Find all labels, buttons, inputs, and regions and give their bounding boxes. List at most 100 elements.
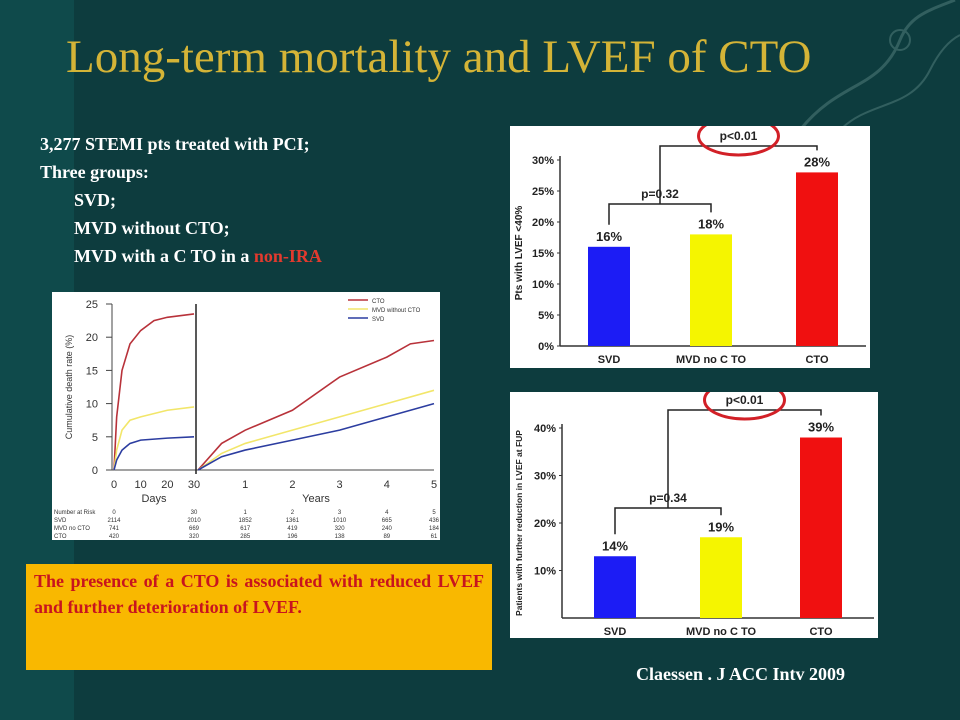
risk-table-cell: 240 (382, 526, 393, 532)
bar (588, 246, 630, 346)
mortality-x-tick-years: 4 (384, 479, 390, 491)
risk-table-cell: 1010 (333, 518, 347, 524)
risk-table-row-label: MVD no CTO (54, 526, 90, 532)
risk-table-cell: 320 (335, 526, 346, 532)
risk-table-column: 0 (112, 510, 116, 516)
mortality-series-late (197, 339, 435, 471)
mortality-x-tick-years: 5 (431, 479, 437, 491)
mortality-legend-label: SVD (372, 317, 385, 323)
lvef-reduction-chart-panel: Patients with further reduction in LVEF … (510, 379, 878, 638)
bar-y-axis-label: Pts with LVEF <40% (514, 206, 525, 301)
mortality-y-tick: 0 (92, 465, 98, 477)
bar-category-label: CTO (809, 626, 832, 638)
bar-y-tick: 0% (538, 341, 554, 353)
bar-value-label: 18% (698, 216, 724, 231)
group-mvd-with-cto: MVD with a C TO in a non-IRA (40, 242, 322, 270)
risk-table-column: 30 (191, 510, 198, 516)
risk-table-row-label: SVD (54, 518, 67, 524)
mortality-y-tick: 10 (86, 399, 98, 411)
mortality-series-early (113, 436, 195, 471)
slide-title: Long-term mortality and LVEF of CTO (66, 31, 812, 83)
bar-category-label: SVD (604, 626, 627, 638)
mortality-x-tick-days: 10 (135, 479, 147, 491)
bar-y-tick: 20% (532, 217, 554, 229)
risk-table-cell: 2114 (108, 518, 122, 524)
risk-table-cell: 617 (240, 526, 251, 532)
mortality-x-label-days: Days (141, 493, 167, 505)
bar-value-label: 14% (602, 538, 628, 553)
risk-table-column: 1 (244, 510, 248, 516)
risk-table-cell: 2010 (187, 518, 201, 524)
risk-table-column: 2 (291, 510, 295, 516)
risk-table-cell: 184 (429, 526, 440, 532)
bar (800, 437, 842, 618)
risk-table-cell: 285 (240, 534, 251, 540)
risk-table-cell: 61 (431, 534, 438, 540)
bar-category-label: MVD no C TO (676, 354, 747, 366)
risk-table-cell: 419 (287, 526, 298, 532)
risk-table-cell: 138 (335, 534, 346, 540)
bar-y-tick: 30% (534, 471, 556, 483)
bar-value-label: 39% (808, 420, 834, 435)
mortality-y-tick: 20 (86, 332, 98, 344)
mortality-x-tick-years: 1 (242, 479, 248, 491)
bar-y-tick: 10% (532, 279, 554, 291)
risk-table-cell: 89 (383, 534, 390, 540)
p-value-label: p<0.01 (726, 393, 764, 407)
bar-y-axis-label: Patients with further reduction in LVEF … (514, 430, 524, 616)
mortality-legend-label: MVD without CTO (372, 308, 421, 314)
lvef-reduction-chart: Patients with further reduction in LVEF … (514, 379, 874, 638)
bracket-svd-mvd (608, 203, 712, 225)
mortality-x-tick-days: 0 (111, 479, 117, 491)
mortality-legend-label: CTO (372, 299, 385, 305)
mortality-series-early (113, 406, 195, 471)
bar (690, 234, 732, 346)
study-line-2: Three groups: (40, 162, 149, 182)
study-line-1: 3,277 STEMI pts treated with PCI; (40, 134, 310, 154)
risk-table-header: Number at Risk (54, 510, 96, 516)
group-mvd-without-cto: MVD without CTO; (74, 218, 230, 238)
risk-table-cell: 665 (382, 518, 393, 524)
risk-table-column: 5 (432, 510, 436, 516)
bar-value-label: 19% (708, 519, 734, 534)
citation: Claessen . J ACC Intv 2009 (636, 664, 846, 684)
risk-table-cell: 320 (189, 534, 200, 540)
risk-table-cell: 741 (109, 526, 120, 532)
mortality-x-tick-years: 2 (289, 479, 295, 491)
mortality-series-early (113, 313, 195, 471)
lvef-below-40-chart: Pts with LVEF <40% 0% 5% 10% 15% 20% 25% 30% 16%… (514, 115, 866, 366)
bar-y-tick: 15% (532, 248, 554, 260)
mortality-y-tick: 5 (92, 432, 98, 444)
bar-y-tick: 30% (532, 155, 554, 167)
mortality-y-tick: 15 (86, 365, 98, 377)
mortality-y-tick: 25 (86, 299, 98, 311)
mortality-x-tick-years: 3 (337, 479, 343, 491)
group-svd: SVD; (74, 190, 117, 210)
bar (796, 172, 838, 346)
mortality-chart-panel: Cumulative death rate (%) 0 5 10 15 20 25 0 10 20… (52, 292, 440, 540)
bar-y-tick: 10% (534, 566, 556, 578)
risk-table-cell: 669 (189, 526, 200, 532)
bracket-mvd-cto (659, 145, 818, 204)
conclusion-note: The presence of a CTO is associated with… (26, 564, 492, 670)
mortality-series-late (197, 402, 435, 471)
lvef-chart-panel: Pts with LVEF <40% 0% 5% 10% 15% 20% 25% 30% 16%… (510, 115, 870, 368)
mortality-x-tick-days: 20 (161, 479, 173, 491)
risk-table-column: 4 (385, 510, 389, 516)
bar-category-label: MVD no C TO (686, 626, 757, 638)
risk-table-cell: 436 (429, 518, 440, 524)
decorative-ornament (798, 0, 960, 131)
mortality-x-tick-days: 30 (188, 479, 200, 491)
p-value-label: p<0.01 (720, 129, 758, 143)
bar-y-tick: 40% (534, 423, 556, 435)
bar-y-tick: 25% (532, 186, 554, 198)
bar (594, 556, 636, 618)
bar-category-label: CTO (805, 354, 828, 366)
bar-category-label: SVD (598, 354, 621, 366)
risk-table-cell: 1361 (286, 518, 300, 524)
bar (700, 537, 742, 618)
risk-table-cell: 420 (109, 534, 120, 540)
bar-value-label: 28% (804, 154, 830, 169)
bracket-mvd-cto (667, 409, 822, 508)
